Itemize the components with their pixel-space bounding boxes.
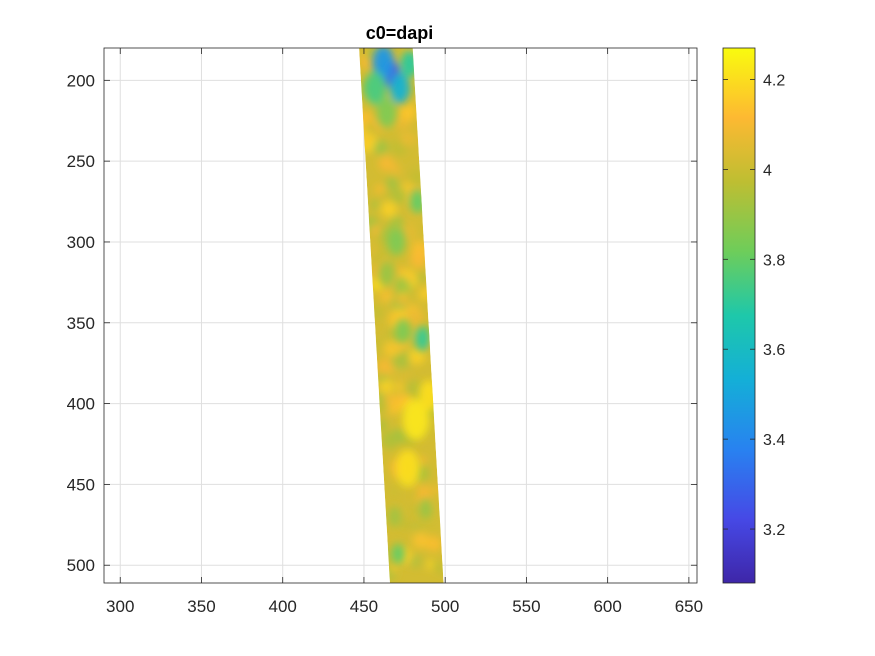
x-tick-label: 350 <box>187 597 215 616</box>
texture-blob <box>381 431 400 449</box>
texture-blob <box>390 351 411 372</box>
x-tick-label: 650 <box>675 597 703 616</box>
texture-blob <box>406 309 424 327</box>
heatmap-feature <box>387 228 406 256</box>
heatmap-feature <box>419 498 433 519</box>
texture-blob <box>414 516 432 533</box>
heatmap-feature <box>402 399 430 441</box>
texture-blob <box>387 485 401 499</box>
texture-blob <box>414 284 424 294</box>
texture-blob <box>395 382 405 392</box>
x-tick-label: 300 <box>106 597 134 616</box>
colorbar: 3.2 3.4 3.6 3.8 4 4.2 <box>722 47 785 584</box>
heatmap-feature <box>388 506 402 527</box>
x-tick-label: 500 <box>431 597 459 616</box>
x-axis: 300 350 400 450 500 550 600 650 <box>106 48 703 616</box>
texture-blob <box>376 358 394 375</box>
texture-blob <box>405 272 415 282</box>
heatmap-feature <box>414 327 431 351</box>
texture-blob <box>381 291 393 303</box>
texture-blob <box>417 456 428 466</box>
heatmap-feature <box>395 449 420 487</box>
texture-blob <box>425 536 442 552</box>
texture-blob <box>390 187 408 205</box>
texture-blob <box>393 276 411 294</box>
x-tick-label: 450 <box>350 597 378 616</box>
texture-blob <box>378 154 396 172</box>
texture-blob <box>373 140 389 156</box>
colorbar-tick-label: 3.6 <box>763 342 785 359</box>
texture-blob <box>380 201 398 218</box>
chart-title: c0=dapi <box>366 23 434 43</box>
x-tick-label: 600 <box>593 597 621 616</box>
texture-blob <box>375 184 385 195</box>
heatmap-feature <box>364 71 387 106</box>
texture-blob <box>371 338 384 351</box>
texture-blob <box>380 300 395 315</box>
x-tick-label: 400 <box>269 597 297 616</box>
texture-blob <box>411 504 422 515</box>
y-tick-label: 500 <box>67 556 95 575</box>
y-tick-label: 400 <box>67 395 95 414</box>
texture-blob <box>389 402 402 415</box>
texture-blob <box>416 272 427 283</box>
texture-blob <box>408 347 426 365</box>
texture-blob <box>369 199 380 210</box>
texture-blob <box>381 190 392 201</box>
heatmap-feature <box>409 189 426 214</box>
colorbar-gradient <box>722 47 756 584</box>
colorbar-tick-label: 3.2 <box>763 522 785 539</box>
texture-blob <box>412 532 429 549</box>
texture-blob <box>375 418 388 431</box>
heatmap-strip <box>359 48 444 583</box>
colorbar-tick-label: 4.2 <box>763 72 785 89</box>
y-axis: 200 250 300 350 400 450 500 <box>67 71 697 575</box>
colorbar-tick-label: 4 <box>763 162 772 179</box>
texture-blob <box>388 215 405 232</box>
colorbar-tick-label: 3.8 <box>763 252 785 269</box>
heatmap-feature <box>419 380 439 411</box>
texture-blob <box>392 367 411 387</box>
texture-blob <box>410 163 424 177</box>
texture-blob <box>385 329 396 341</box>
heatmap-feature <box>400 50 419 78</box>
texture-blob <box>417 487 433 503</box>
y-tick-label: 350 <box>67 314 95 333</box>
texture-blob <box>397 295 407 305</box>
heatmap-feature <box>372 48 395 80</box>
texture-blob <box>409 251 427 269</box>
x-tick-label: 550 <box>512 597 540 616</box>
heatmap-feature <box>395 318 411 343</box>
heatmap-feature <box>391 543 405 565</box>
texture-blob <box>372 398 388 414</box>
heatmap-feature <box>376 97 397 128</box>
texture-blob <box>379 379 394 394</box>
texture-blob <box>370 224 381 235</box>
y-tick-label: 200 <box>67 71 95 90</box>
texture-blob <box>437 566 444 576</box>
texture-blob <box>389 563 398 573</box>
texture-blob <box>405 380 423 398</box>
texture-blob <box>399 103 417 121</box>
texture-blob <box>378 235 389 246</box>
axes-box <box>103 47 698 584</box>
texture-blob <box>399 131 415 147</box>
texture-blob <box>415 556 428 569</box>
colorbar-tick-label: 3.4 <box>763 432 785 449</box>
texture-blob <box>429 490 444 505</box>
y-tick-label: 450 <box>67 475 95 494</box>
texture-blob <box>387 175 398 186</box>
y-tick-label: 300 <box>67 233 95 252</box>
heatmap-feature <box>389 73 410 104</box>
texture-blob <box>391 164 402 174</box>
heatmap-feature <box>378 262 395 287</box>
texture-blob <box>383 339 401 357</box>
y-tick-label: 250 <box>67 152 95 171</box>
